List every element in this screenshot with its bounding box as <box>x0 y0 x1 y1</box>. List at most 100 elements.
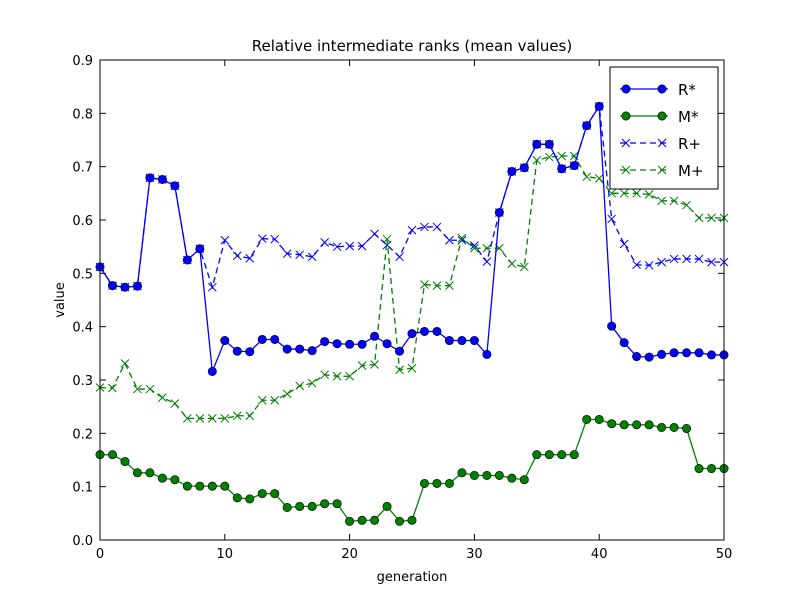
data-point <box>158 393 167 402</box>
data-point <box>669 254 679 264</box>
data-point <box>519 475 529 485</box>
data-point <box>157 473 167 483</box>
data-point <box>245 411 255 421</box>
data-point <box>657 422 667 432</box>
data-point <box>145 384 155 394</box>
data-point <box>532 155 542 165</box>
legend-marker <box>657 165 667 175</box>
data-point <box>657 196 666 206</box>
data-point <box>257 489 267 499</box>
data-point <box>133 384 142 394</box>
legend-item: M+ <box>620 162 704 180</box>
legend-item: R* <box>620 81 696 99</box>
data-point <box>632 352 642 362</box>
data-point <box>682 424 692 434</box>
legend-marker <box>621 165 631 175</box>
data-point <box>544 450 554 460</box>
y-tick-label: 0.0 <box>72 534 93 549</box>
data-point <box>220 235 230 245</box>
y-tick-label: 0.9 <box>72 54 93 69</box>
data-point <box>357 361 367 370</box>
legend-marker <box>621 111 631 121</box>
data-point <box>444 336 454 346</box>
data-point <box>420 222 429 232</box>
data-point <box>507 473 517 483</box>
data-point <box>469 470 479 480</box>
data-point <box>594 101 604 111</box>
data-point <box>182 255 192 265</box>
data-point <box>557 450 567 460</box>
data-point <box>407 515 417 525</box>
x-tick-label: 10 <box>217 547 234 562</box>
y-tick-label: 0.3 <box>72 374 93 389</box>
data-point <box>183 414 192 423</box>
data-point <box>182 481 192 491</box>
data-point <box>395 252 404 262</box>
data-point <box>407 225 417 235</box>
data-point <box>694 254 704 264</box>
data-point <box>682 254 691 264</box>
data-point <box>457 468 467 478</box>
y-tick-label: 0.4 <box>72 321 93 336</box>
data-point <box>120 457 130 467</box>
data-point <box>482 470 492 480</box>
data-point <box>357 515 367 525</box>
data-point <box>270 395 280 405</box>
data-point <box>370 360 379 369</box>
series-R* <box>95 101 729 376</box>
data-point <box>607 321 617 331</box>
x-tick-label: 20 <box>341 547 358 562</box>
data-point <box>295 250 305 260</box>
x-tick-label: 40 <box>591 547 608 562</box>
x-tick-label: 50 <box>716 547 733 562</box>
data-point <box>120 282 130 292</box>
data-point <box>270 234 280 244</box>
data-point <box>145 173 155 183</box>
data-point <box>307 346 317 356</box>
data-point <box>270 334 280 344</box>
legend: R* M* R+ M+ <box>609 66 719 190</box>
data-point <box>507 259 517 269</box>
data-point <box>220 481 230 491</box>
data-point <box>482 349 492 359</box>
data-point <box>707 464 717 474</box>
data-point <box>370 515 380 525</box>
plot-frame <box>99 59 725 541</box>
data-point <box>432 281 442 290</box>
data-point <box>482 257 492 266</box>
legend-label: M+ <box>678 162 704 180</box>
data-point <box>644 352 654 362</box>
data-point <box>107 450 117 460</box>
data-point <box>370 229 379 239</box>
data-point <box>132 281 142 291</box>
data-point <box>607 188 617 198</box>
data-point <box>444 478 454 488</box>
data-point <box>245 254 255 263</box>
data-point <box>282 344 292 354</box>
data-point <box>357 339 367 349</box>
data-point <box>145 468 155 478</box>
y-tick-label: 0.1 <box>72 481 93 496</box>
data-point <box>282 502 292 512</box>
data-point <box>257 234 267 244</box>
data-point <box>320 337 330 347</box>
data-point <box>332 499 342 509</box>
tick-labels-layer: 0 10 20 30 40 50 0.0 0.1 0.2 0.3 0.4 0.5 0.6 0.7 0.8 0.… <box>72 54 732 562</box>
data-point <box>195 414 205 423</box>
y-axis-label: value <box>53 282 68 318</box>
data-point <box>669 422 679 432</box>
data-point <box>419 478 429 488</box>
data-point <box>345 371 354 381</box>
data-point <box>657 257 666 267</box>
data-point <box>332 371 342 381</box>
data-point <box>395 346 405 356</box>
data-point <box>494 470 504 480</box>
data-point <box>619 420 629 430</box>
data-point <box>694 464 704 474</box>
data-point <box>332 339 342 349</box>
legend-label: R* <box>678 81 696 99</box>
data-point <box>507 166 517 176</box>
data-point <box>644 260 654 270</box>
data-point <box>232 346 242 356</box>
